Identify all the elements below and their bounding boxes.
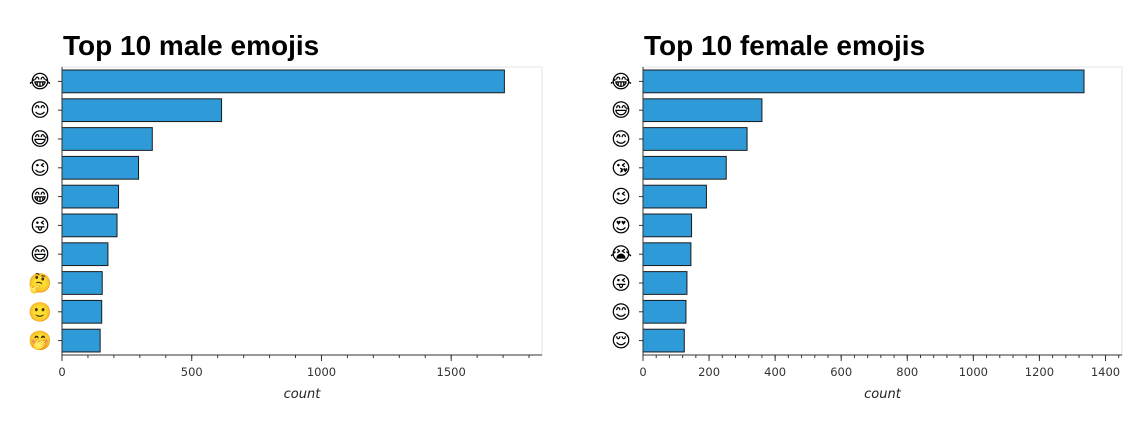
bar: [61, 98, 223, 123]
bar: [61, 184, 120, 209]
category-label: 😉: [30, 157, 50, 179]
bar: [61, 299, 103, 324]
male-emoji-plot: 😂 😊 😅 😉 😁 😜 😄 🤔 🙂 🤭 0 500 1000 1500 count: [28, 66, 543, 402]
bar: [61, 127, 153, 151]
x-tick-label: 0: [639, 365, 646, 379]
bar: [642, 213, 693, 238]
x-tick-label: 1200: [1025, 365, 1054, 379]
x-tick-label: 400: [764, 365, 786, 379]
x-tick-label: 600: [830, 365, 852, 379]
bar: [642, 98, 763, 123]
female-emoji-plot: 😂 😅 😊 😘 😉 😍 😭 😜 😊 😌 0 200 400 600 800 1000 1200 1400 count: [610, 66, 1123, 402]
category-label: 🙂: [28, 301, 52, 323]
x-tick-label: 200: [698, 365, 720, 379]
female-emoji-chart: Top 10 female emojis 😂 😅 😊 😘 😉 😍 😭 😜 😊 😌 0 200 400 60…: [580, 0, 1140, 426]
chart-title: Top 10 male emojis: [63, 30, 320, 61]
bar: [61, 271, 103, 295]
bar: [642, 184, 707, 209]
x-tick-label: 1000: [959, 365, 988, 379]
category-label: 😉: [611, 186, 631, 208]
category-label: 😍: [611, 215, 631, 237]
bar: [61, 213, 118, 238]
category-label: 😁: [30, 186, 50, 208]
bar: [61, 242, 109, 267]
category-label: 😂: [29, 71, 51, 93]
chart-title: Top 10 female emojis: [644, 30, 926, 61]
x-axis-label: count: [864, 387, 902, 402]
bar: [61, 69, 505, 94]
category-label: 😅: [30, 129, 50, 151]
x-tick-label: 500: [181, 365, 203, 379]
category-label: 😘: [611, 157, 631, 179]
category-label: 😊: [611, 301, 631, 323]
category-label: 😊: [611, 129, 631, 151]
category-label: 😜: [30, 215, 50, 237]
bar: [642, 271, 688, 295]
x-axis-label: count: [284, 387, 322, 402]
category-label: 😭: [610, 244, 632, 266]
x-tick-label: 1400: [1091, 365, 1120, 379]
bar: [642, 242, 692, 267]
bar: [61, 328, 101, 353]
x-tick-label: 1500: [437, 365, 466, 379]
bar: [642, 328, 685, 353]
bar: [61, 155, 140, 180]
category-label: 😂: [610, 71, 632, 93]
x-tick-label: 0: [58, 365, 65, 379]
category-label: 😜: [611, 273, 631, 295]
bar: [642, 69, 1085, 94]
category-label: 😄: [30, 244, 50, 266]
category-label: 🤭: [28, 330, 52, 352]
bar: [642, 299, 687, 324]
category-label: 😌: [611, 330, 631, 352]
bar: [642, 127, 748, 151]
x-tick-label: 800: [896, 365, 918, 379]
male-emoji-chart: Top 10 male emojis 😂 😊 😅 😉 😁 😜 😄 🤔 🙂 🤭 0 500 1000 150…: [28, 30, 543, 402]
category-label: 🤔: [28, 273, 52, 295]
category-label: 😅: [611, 100, 631, 122]
x-tick-label: 1000: [307, 365, 336, 379]
category-label: 😊: [30, 100, 50, 122]
bar: [642, 155, 727, 180]
